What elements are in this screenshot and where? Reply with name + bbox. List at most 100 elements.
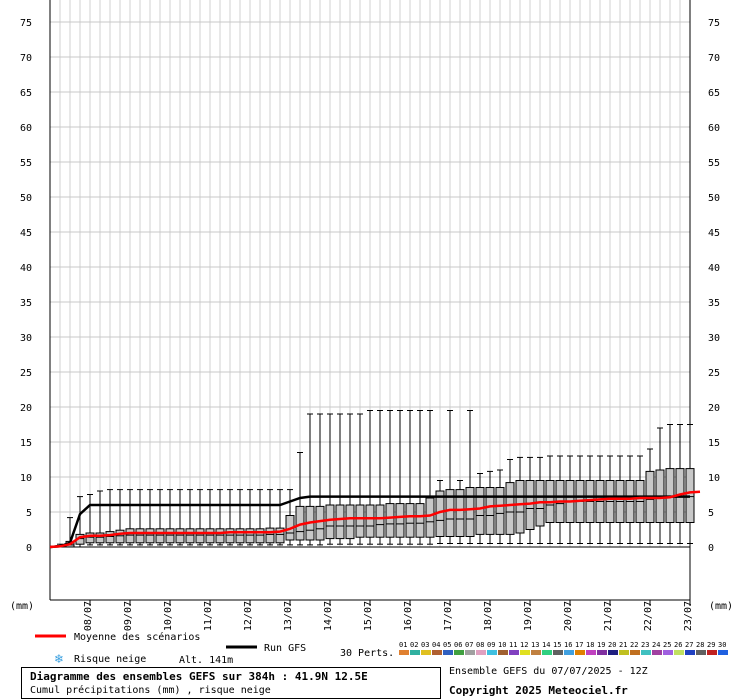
member-swatch	[410, 650, 420, 655]
boxplot	[365, 410, 375, 545]
member-number: 14	[542, 641, 550, 649]
member-number: 04	[432, 641, 440, 649]
box	[225, 528, 235, 544]
x-date-label: 20/07	[563, 601, 574, 631]
boxplot	[135, 489, 145, 546]
member-swatch	[465, 650, 475, 655]
box	[475, 487, 485, 535]
boxplot	[245, 489, 255, 546]
y-axis-labels-left: 0 5 10 15 20 25 30 35 40 45 50 55 60 65 70 75	[20, 18, 32, 554]
boxplot	[345, 413, 355, 545]
member-swatch	[520, 650, 530, 655]
member-number: 20	[608, 641, 616, 649]
boxplot	[285, 489, 295, 546]
y-tick-label: 20	[20, 403, 32, 414]
boxplot	[465, 410, 475, 544]
x-date-label: 15/07	[363, 601, 374, 631]
boxplot	[535, 456, 545, 544]
boxplot	[305, 413, 315, 546]
footer-title-box: Diagramme des ensembles GEFS sur 384h : …	[21, 667, 441, 699]
y-tick-label: 60	[708, 123, 720, 134]
footer-subtitle: Cumul précipitations (mm) , risque neige	[30, 685, 271, 696]
box	[325, 504, 335, 540]
member-swatch	[454, 650, 464, 655]
y-tick-label: 55	[20, 158, 32, 169]
x-date-label: 14/07	[323, 601, 334, 631]
y-tick-label: 60	[20, 123, 32, 134]
boxplot	[265, 489, 275, 546]
run-gfs-line	[49, 495, 690, 549]
boxplot	[395, 410, 405, 545]
member-number: 07	[465, 641, 473, 649]
y-tick-label: 50	[20, 193, 32, 204]
altitude-label: Alt. 141m	[179, 655, 233, 665]
y-tick-label: 25	[20, 368, 32, 379]
boxplot	[515, 456, 525, 544]
member-number: 13	[531, 641, 539, 649]
member-swatch	[652, 650, 662, 655]
box	[315, 505, 325, 541]
y-tick-label: 40	[20, 263, 32, 274]
member-number: 27	[685, 641, 693, 649]
x-date-label: 17/07	[443, 601, 454, 631]
box	[335, 504, 345, 540]
member-number: 08	[476, 641, 484, 649]
y-tick-label: 10	[20, 473, 32, 484]
box	[215, 528, 225, 544]
box	[345, 504, 355, 540]
member-number: 10	[498, 641, 506, 649]
box	[385, 503, 395, 538]
box	[95, 532, 105, 544]
box	[245, 528, 255, 544]
member-number: 25	[663, 641, 671, 649]
legend: Moyenne des scénarios Run GFS ❄ Risque neig…	[35, 631, 728, 665]
member-number: 05	[443, 641, 451, 649]
box	[155, 528, 165, 544]
member-number: 15	[553, 641, 561, 649]
boxplot	[175, 489, 185, 546]
member-swatch	[707, 650, 717, 655]
x-date-label: 12/07	[243, 601, 254, 631]
x-date-label: 18/07	[483, 601, 494, 631]
y-tick-label: 65	[20, 88, 32, 99]
boxplot	[105, 489, 115, 546]
boxplots	[55, 410, 695, 548]
boxplot	[155, 489, 165, 546]
member-number: 24	[652, 641, 660, 649]
x-date-label: 19/07	[523, 601, 534, 631]
member-swatch	[575, 650, 585, 655]
y-tick-label: 70	[708, 53, 720, 64]
copyright: Copyright 2025 Meteociel.fr	[449, 684, 628, 697]
y-tick-label: 5	[708, 508, 714, 519]
box	[125, 528, 135, 544]
member-number: 30	[718, 641, 726, 649]
member-number: 26	[674, 641, 682, 649]
boxplot	[595, 455, 605, 544]
boxplot	[455, 480, 465, 544]
member-swatch	[663, 650, 673, 655]
box	[455, 489, 465, 538]
y-tick-label: 50	[708, 193, 720, 204]
member-number: 01	[399, 641, 407, 649]
box	[405, 503, 415, 538]
boxplot	[425, 410, 435, 545]
boxplot	[375, 410, 385, 545]
boxplot	[635, 455, 645, 544]
member-swatch	[542, 650, 552, 655]
member-number: 06	[454, 641, 462, 649]
boxplot	[555, 455, 565, 544]
member-swatch	[674, 650, 684, 655]
member-swatch	[421, 650, 431, 655]
y-tick-label: 75	[708, 18, 720, 29]
y-tick-label: 15	[20, 438, 32, 449]
member-number: 09	[487, 641, 495, 649]
x-date-label: 13/07	[283, 601, 294, 631]
box	[415, 503, 425, 538]
boxplot	[255, 489, 265, 546]
box	[425, 497, 435, 538]
boxplot	[235, 489, 245, 546]
member-number: 03	[421, 641, 429, 649]
member-number: 22	[630, 641, 638, 649]
box	[135, 528, 145, 544]
